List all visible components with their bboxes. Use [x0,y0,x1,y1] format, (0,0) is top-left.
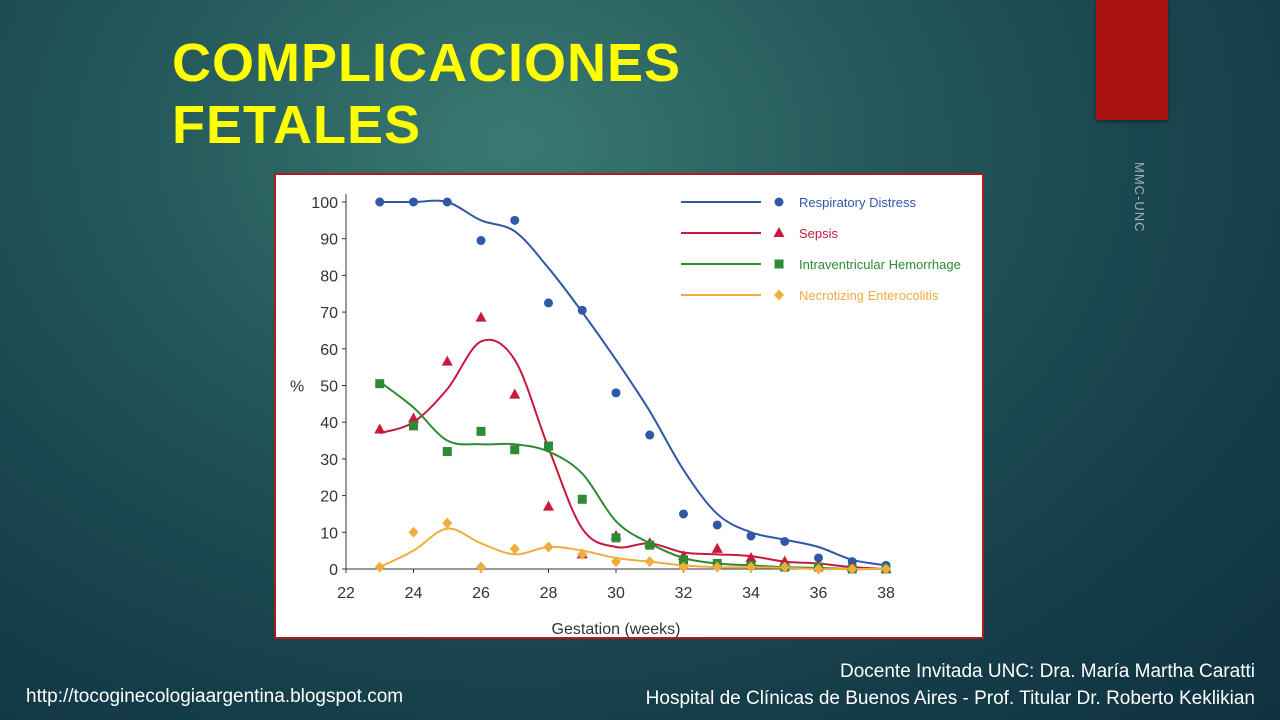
legend-marker-necrotizing-enterocolitis [774,289,784,301]
slide-title-line1: COMPLICACIONES [172,33,682,93]
x-tick-label: 28 [540,585,558,602]
intraventricular-hemorrhage-point [577,494,587,504]
intraventricular-hemorrhage-point [645,540,655,550]
y-tick-label: 50 [320,379,338,396]
intraventricular-hemorrhage-point [442,447,452,457]
x-tick-label: 32 [675,585,693,602]
sepsis-point [475,311,487,322]
respiratory-distress-point [375,197,385,207]
credit-line1: Docente Invitada UNC: Dra. María Martha … [840,661,1255,682]
sepsis-point [745,551,757,562]
chart-frame: 0 10 20 30 40 50 60 70 80 90 100 22 24 26 28 30 32 34 36 38… [274,173,984,639]
legend-marker-respiratory-distress [774,197,784,207]
legend-marker-sepsis [773,227,785,237]
necrotizing-enterocolitis-point [577,548,588,560]
respiratory-distress-point [544,298,553,308]
legend-marker-intraventricular-hemorrhage [774,259,784,269]
sepsis-point [509,388,521,399]
slide-title-line2: FETALES [172,95,421,155]
sepsis-line [379,338,887,570]
intraventricular-hemorrhage-point [476,426,486,436]
sepsis-point [441,355,453,366]
respiratory-distress-point [409,197,418,207]
respiratory-distress-point [679,509,688,519]
sepsis-point [408,412,419,423]
respiratory-distress-point [814,553,823,563]
legend-label-respiratory-distress: Respiratory Distress [799,195,917,210]
y-tick-label: 40 [320,415,338,432]
footer-url[interactable]: http://tocoginecologiaargentina.blogspot… [26,686,404,707]
necrotizing-enterocolitis-point [881,563,891,575]
x-axis-label: Gestation (weeks) [552,621,681,637]
necrotizing-enterocolitis-point [509,543,520,555]
necrotizing-enterocolitis-point [644,556,655,568]
legend-label-intraventricular-hemorrhage: Intraventricular Hemorrhage [799,257,961,272]
legend-label-sepsis: Sepsis [799,226,839,241]
respiratory-distress-point [442,197,452,207]
intraventricular-hemorrhage-line [379,381,887,571]
intraventricular-hemorrhage-point [510,445,520,455]
slide-title: COMPLICACIONES FETALES [172,32,681,156]
x-tick-label: 24 [405,585,423,602]
x-tick-label: 34 [742,585,760,602]
necrotizing-enterocolitis-point [813,563,824,575]
necrotizing-enterocolitis-point [847,563,858,575]
y-tick-label: 10 [320,525,338,542]
sepsis-point [543,500,554,511]
y-tick-label: 80 [320,268,338,285]
respiratory-distress-point [645,430,655,440]
x-tick-label: 30 [607,585,625,602]
necrotizing-enterocolitis-point [408,526,419,538]
y-tick-label: 20 [320,489,338,506]
x-tick-label: 36 [810,585,828,602]
intraventricular-hemorrhage-point [409,421,418,431]
x-tick-label: 26 [472,585,490,602]
complications-chart: 0 10 20 30 40 50 60 70 80 90 100 22 24 26 28 30 32 34 36 38… [290,194,961,637]
respiratory-distress-point [476,236,486,246]
respiratory-distress-line [379,199,887,567]
x-tick-label: 22 [337,585,355,602]
y-tick-label: 0 [329,562,338,579]
respiratory-distress-point [510,215,520,225]
x-tick-label: 38 [877,585,895,602]
side-watermark-tag: MMC-UNC [1132,162,1147,233]
necrotizing-enterocolitis-point [779,561,790,573]
respiratory-distress-point [577,305,587,315]
necrotizing-enterocolitis-point [611,556,621,568]
necrotizing-enterocolitis-point [374,561,385,573]
y-tick-label: 70 [320,305,338,322]
necrotizing-enterocolitis-point [476,561,486,573]
sepsis-point [711,542,723,553]
necrotizing-enterocolitis-point [442,517,453,529]
necrotizing-enterocolitis-line [379,527,886,571]
y-tick-label: 100 [311,195,338,212]
intraventricular-hemorrhage-point [375,379,385,389]
respiratory-distress-point [780,536,790,546]
intraventricular-hemorrhage-point [679,555,688,565]
y-axis-label: % [290,379,304,396]
intraventricular-hemorrhage-point [544,441,553,451]
red-accent-tab [1096,0,1168,120]
respiratory-distress-point [746,531,756,541]
necrotizing-enterocolitis-point [746,561,756,573]
legend-label-necrotizing-enterocolitis: Necrotizing Enterocolitis [799,288,939,303]
necrotizing-enterocolitis-point [712,561,723,573]
y-tick-label: 90 [320,232,338,249]
necrotizing-enterocolitis-point [543,541,554,553]
y-tick-label: 60 [320,342,338,359]
respiratory-distress-point [611,388,621,398]
intraventricular-hemorrhage-point [611,533,621,543]
footer-credits: Docente Invitada UNC: Dra. María Martha … [646,658,1255,712]
sepsis-point [374,423,386,434]
credit-line2: Hospital de Clínicas de Buenos Aires - P… [645,688,1255,709]
necrotizing-enterocolitis-point [678,561,689,573]
y-tick-label: 30 [320,452,338,469]
respiratory-distress-point [712,520,722,530]
